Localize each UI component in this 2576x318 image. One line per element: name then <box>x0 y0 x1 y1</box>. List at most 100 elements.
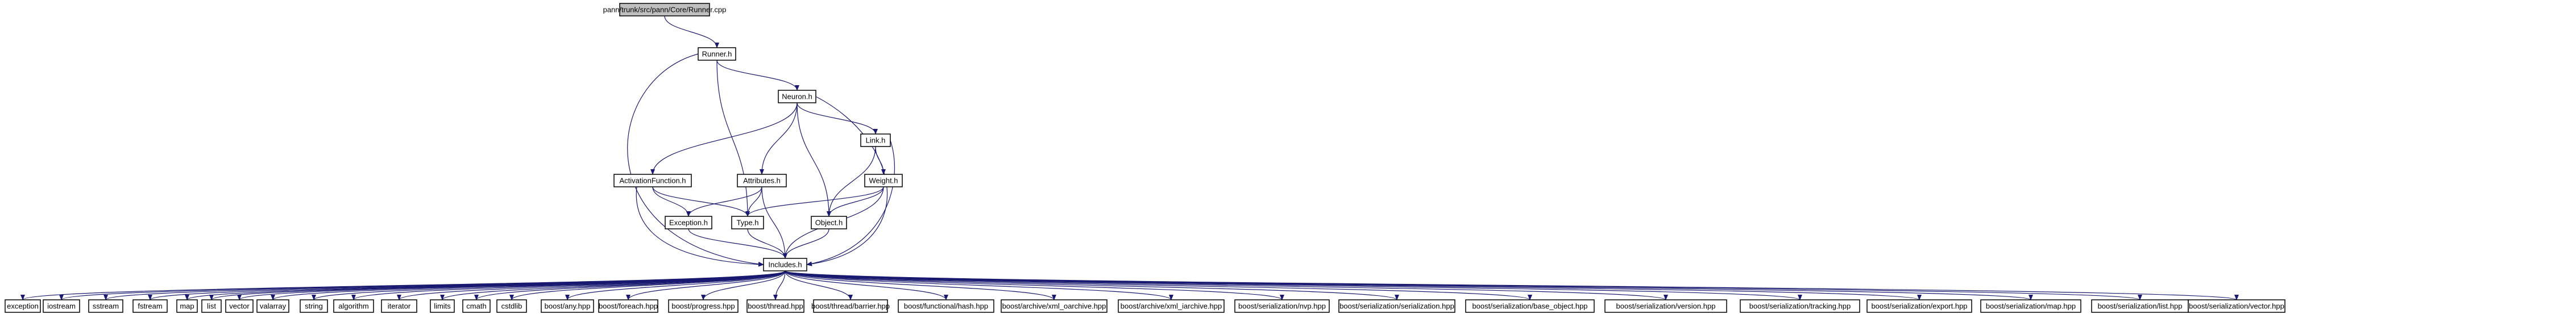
edges <box>20 15 2239 300</box>
node-vector[interactable]: vector <box>225 299 254 313</box>
node-box <box>860 133 891 147</box>
node-boost-xml-oarchive[interactable]: boost/archive/xml_oarchive.hpp <box>1001 299 1107 313</box>
node-box <box>256 299 289 313</box>
node-fstream[interactable]: fstream <box>132 299 168 313</box>
node-label: boost/serialization/map.hpp <box>1986 302 2076 311</box>
node-boost-any[interactable]: boost/any.hpp <box>541 299 594 313</box>
node-valarray[interactable]: valarray <box>256 299 289 313</box>
node-boost-ser-list[interactable]: boost/serialization/list.hpp <box>2091 299 2189 313</box>
node-string[interactable]: string <box>300 299 328 313</box>
node-box <box>333 299 374 313</box>
node-label: boost/serialization/export.hpp <box>1871 302 1967 311</box>
node-algorithm[interactable]: algorithm <box>333 299 374 313</box>
node-boost-ser-serialization[interactable]: boost/serialization/serialization.hpp <box>1338 299 1455 313</box>
node-box <box>381 299 417 313</box>
node-label: boost/archive/xml_iarchive.hpp <box>1121 302 1222 311</box>
edge-includes_h-to-boost_thread_barrier <box>785 270 853 300</box>
node-iterator[interactable]: iterator <box>381 299 417 313</box>
node-box <box>763 258 807 271</box>
edge-includes_h-to-boost_progress <box>701 270 786 300</box>
edge-link_h-to-object_h <box>827 146 876 217</box>
node-boost-ser-version[interactable]: boost/serialization/version.hpp <box>1604 299 1727 313</box>
node-includes-h[interactable]: Includes.h <box>763 258 807 271</box>
node-cstdlib[interactable]: cstdlib <box>496 299 527 313</box>
node-neuron-h[interactable]: Neuron.h <box>778 90 816 103</box>
node-boost-ser-nvp[interactable]: boost/serialization/nvp.hpp <box>1234 299 1330 313</box>
edge-activationfunction_h-to-type_h <box>652 186 750 217</box>
node-weight-h[interactable]: Weight.h <box>864 174 903 187</box>
node-boost-xml-iarchive[interactable]: boost/archive/xml_iarchive.hpp <box>1118 299 1225 313</box>
edge-includes_h-to-boost_ser_tracking <box>785 270 1802 300</box>
node-label: Runner.h <box>702 50 732 58</box>
node-box <box>5 299 41 313</box>
node-label: boost/serialization/vector.hpp <box>2189 302 2284 311</box>
node-object-h[interactable]: Object.h <box>811 216 847 229</box>
node-list[interactable]: list <box>201 299 222 313</box>
node-box <box>1118 299 1225 313</box>
node-box <box>737 174 787 187</box>
node-box <box>1740 299 1860 313</box>
node-exception[interactable]: exception <box>5 299 41 313</box>
node-map[interactable]: map <box>176 299 198 313</box>
edge-includes_h-to-boost_functional_hash <box>785 270 948 300</box>
edge-weight_h-to-object_h <box>827 186 884 217</box>
node-label: ActivationFunction.h <box>619 177 686 185</box>
node-label: Attributes.h <box>743 177 781 185</box>
node-box <box>541 299 594 313</box>
edge-exception_h-to-includes_h <box>688 228 787 259</box>
node-boost-ser-tracking[interactable]: boost/serialization/tracking.hpp <box>1740 299 1860 313</box>
node-sstream[interactable]: sstream <box>88 299 123 313</box>
node-box <box>1338 299 1455 313</box>
node-type-h[interactable]: Type.h <box>731 216 764 229</box>
edge-includes_h-to-boost_ser_export <box>785 270 1922 300</box>
node-link-h[interactable]: Link.h <box>860 133 891 147</box>
node-label: limits <box>434 302 451 311</box>
node-box <box>132 299 168 313</box>
node-exception-h[interactable]: Exception.h <box>665 216 712 229</box>
edge-attributes_h-to-exception_h <box>686 186 762 217</box>
node-boost-progress[interactable]: boost/progress.hpp <box>668 299 739 313</box>
edge-includes_h-to-boost_ser_list <box>785 270 2142 300</box>
edge-includes_h-to-boost_ser_version <box>785 270 1668 300</box>
node-box <box>811 216 847 229</box>
node-runner-cpp[interactable]: pann/trunk/src/pann/Core/Runner.cpp <box>603 3 727 16</box>
node-boost-ser-export[interactable]: boost/serialization/export.hpp <box>1866 299 1972 313</box>
node-box <box>619 3 710 16</box>
edge-includes_h-to-boost_ser_vector <box>785 270 2239 300</box>
node-label: boost/serialization/tracking.hpp <box>1749 302 1851 311</box>
node-boost-functional-hash[interactable]: boost/functional/hash.hpp <box>898 299 994 313</box>
node-boost-thread[interactable]: boost/thread.hpp <box>746 299 804 313</box>
edge-weight_h-to-type_h <box>745 186 884 217</box>
edge-includes_h-to-boost_foreach <box>626 270 786 300</box>
node-label: cstdlib <box>501 302 522 311</box>
edge-object_h-to-includes_h <box>783 228 829 259</box>
node-label: string <box>305 302 323 311</box>
node-box <box>746 299 804 313</box>
node-activationfunction-h[interactable]: ActivationFunction.h <box>613 174 692 187</box>
node-box <box>88 299 123 313</box>
node-label: boost/archive/xml_oarchive.hpp <box>1002 302 1106 311</box>
edge-includes_h-to-boost_thread <box>773 270 786 300</box>
node-runner-h[interactable]: Runner.h <box>698 47 736 61</box>
edge-includes_h-to-boost_xml_iarchive <box>785 270 1173 300</box>
node-limits[interactable]: limits <box>430 299 455 313</box>
node-label: boost/functional/hash.hpp <box>904 302 988 311</box>
node-label: boost/serialization/version.hpp <box>1616 302 1716 311</box>
node-boost-foreach[interactable]: boost/foreach.hpp <box>598 299 658 313</box>
node-attributes-h[interactable]: Attributes.h <box>737 174 787 187</box>
node-boost-ser-base-object[interactable]: boost/serialization/base_object.hpp <box>1465 299 1595 313</box>
node-cmath[interactable]: cmath <box>462 299 491 313</box>
edge-neuron_h-to-includes_h <box>806 96 888 266</box>
node-boost-ser-vector[interactable]: boost/serialization/vector.hpp <box>2188 299 2285 313</box>
node-iostream[interactable]: iostream <box>43 299 80 313</box>
node-boost-ser-map[interactable]: boost/serialization/map.hpp <box>1980 299 2081 313</box>
node-box <box>1234 299 1330 313</box>
node-boost-thread-barrier[interactable]: boost/thread/barrier.hpp <box>811 299 890 313</box>
node-label: algorithm <box>338 302 368 311</box>
edge-neuron_h-to-activationfunction_h <box>650 102 798 175</box>
node-box <box>430 299 455 313</box>
edge-neuron_h-to-object_h <box>797 102 831 217</box>
node-label: valarray <box>260 302 287 311</box>
node-label: list <box>207 302 216 311</box>
node-box <box>1001 299 1107 313</box>
